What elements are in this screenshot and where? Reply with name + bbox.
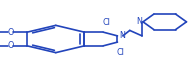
Text: O: O xyxy=(8,28,14,37)
Text: N: N xyxy=(137,17,143,26)
Text: Cl: Cl xyxy=(116,48,124,57)
Text: O: O xyxy=(8,41,14,50)
Text: Cl: Cl xyxy=(102,18,110,27)
Text: N: N xyxy=(119,31,125,40)
